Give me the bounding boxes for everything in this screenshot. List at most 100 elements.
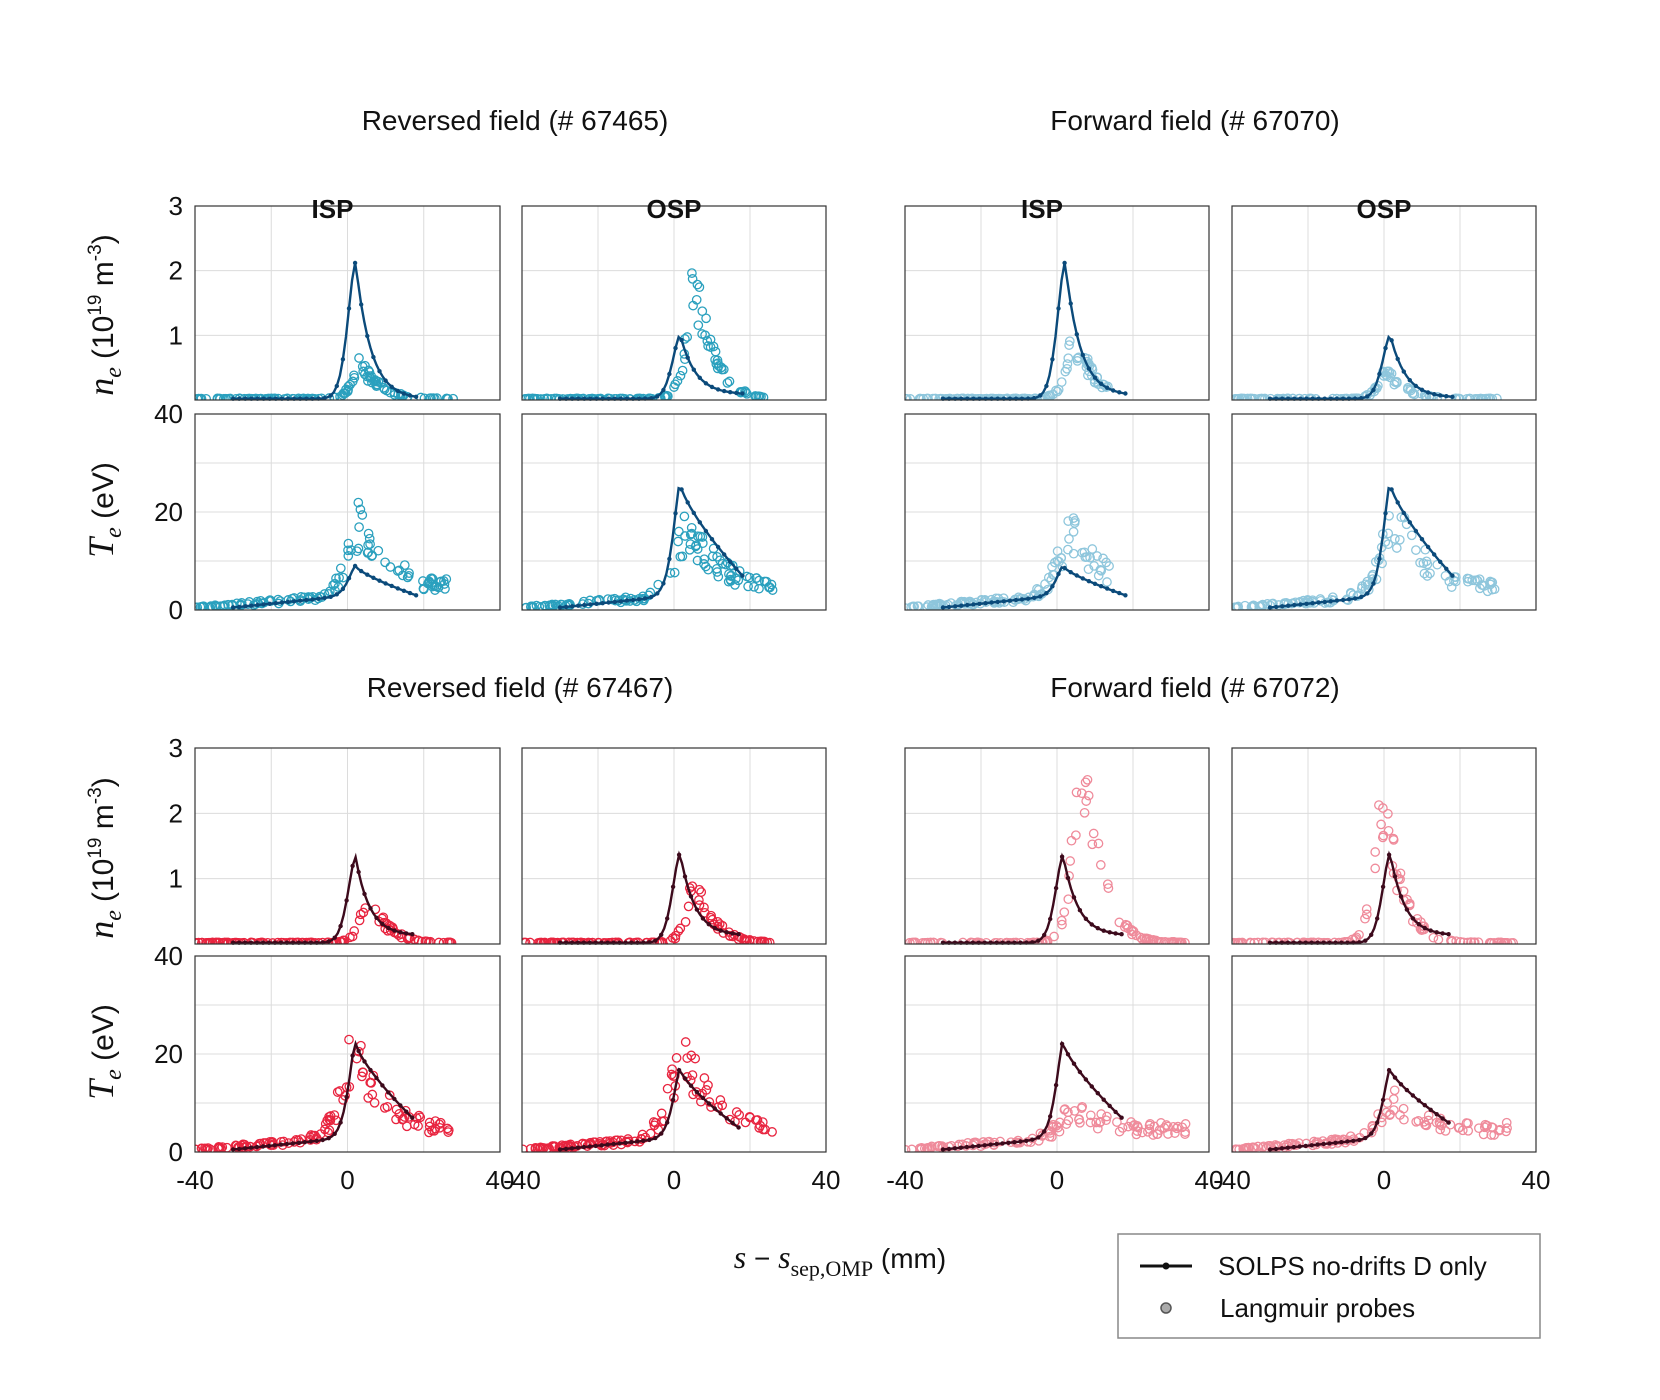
solps-model-point: [322, 595, 327, 601]
solps-model-point: [715, 544, 721, 550]
probe-point: [376, 378, 386, 388]
solps-model-point: [1048, 916, 1053, 922]
probe-point: [685, 539, 696, 549]
probe-point: [196, 393, 207, 400]
probe-point: [385, 562, 396, 572]
probe-point: [1068, 526, 1079, 537]
probe-point: [440, 584, 450, 594]
solps-model-point: [298, 598, 303, 603]
probe-point: [1453, 1123, 1464, 1133]
x-tick-label: -40: [503, 1165, 541, 1195]
solps-model-line: [233, 852, 413, 944]
ylabel-ne-base-2: 10: [87, 859, 120, 892]
solps-model-point: [1334, 598, 1340, 603]
solps-model-point: [724, 930, 729, 935]
probe-point: [203, 1143, 213, 1152]
solps-model-point: [1095, 1091, 1101, 1096]
solps-model-point: [392, 928, 397, 933]
probe-point: [1389, 379, 1400, 390]
solps-model-point: [946, 1146, 952, 1152]
probe-point: [1233, 601, 1244, 610]
solps-model-point: [1105, 385, 1110, 390]
solps-model-point: [1371, 581, 1376, 586]
solps-model-point: [1328, 599, 1334, 604]
solps-model-point: [1398, 894, 1404, 899]
probe-point: [694, 884, 705, 895]
probe-point: [434, 937, 444, 944]
solps-model-point: [659, 932, 664, 937]
solps-model-point: [557, 605, 563, 610]
solps-model-point: [709, 537, 715, 542]
ylabel-te-top: Te (eV): [81, 462, 127, 558]
solps-model-point: [1071, 1061, 1077, 1066]
probe-point: [908, 601, 918, 610]
solps-model-point: [706, 922, 711, 927]
solps-model-point: [1386, 1068, 1392, 1073]
probe-point: [363, 365, 374, 376]
solps-model-point: [1042, 932, 1047, 938]
probe-point: [330, 578, 340, 589]
panel-3-isp-ne: ISP: [904, 194, 1210, 401]
solps-model-point: [635, 1139, 640, 1144]
solps-model-point: [266, 1143, 272, 1149]
probe-point: [677, 365, 688, 376]
solps-model-point: [1286, 603, 1291, 608]
solps-model-point: [407, 590, 413, 596]
panel-frame: [194, 205, 501, 401]
probe-point: [306, 1130, 316, 1140]
probe-point: [1472, 575, 1483, 586]
solps-model-point: [594, 601, 599, 606]
probe-point: [532, 394, 543, 400]
panel-frame: [904, 413, 1210, 611]
solps-model-point: [1044, 591, 1049, 596]
probe-point: [346, 545, 356, 555]
solps-model-point: [392, 1096, 397, 1102]
probe-point: [343, 538, 354, 549]
probe-point: [1481, 1121, 1492, 1131]
probe-point: [663, 391, 673, 400]
probe-point: [336, 937, 347, 944]
probe-point: [1392, 377, 1402, 388]
panel-frame: [521, 413, 827, 611]
svg-text:Te (eV): Te (eV): [81, 1004, 127, 1100]
solps-model-point: [328, 594, 333, 599]
probe-point: [680, 531, 690, 541]
legend-solps-marker: [1162, 1262, 1170, 1270]
legend-probes-label: Langmuir probes: [1220, 1293, 1415, 1323]
solps-model-point: [694, 1089, 700, 1095]
probe-point: [442, 1123, 453, 1134]
probe-point: [1063, 544, 1073, 555]
solps-model-point: [1105, 586, 1110, 591]
probe-point: [1161, 1120, 1172, 1130]
solps-model-point: [1059, 854, 1065, 859]
probe-point: [1088, 828, 1099, 839]
probe-point: [1374, 800, 1384, 810]
solps-model-point: [563, 604, 569, 610]
probe-point: [534, 1143, 545, 1152]
probe-point: [712, 567, 723, 577]
probe-point: [366, 1078, 377, 1088]
probe-point: [1093, 570, 1104, 581]
probe-point: [1232, 937, 1239, 944]
solps-model-point: [338, 923, 343, 929]
solps-model-point: [1111, 388, 1116, 393]
probe-series: [1232, 800, 1518, 944]
solps-model-point: [389, 583, 394, 589]
solps-model-point: [386, 1090, 391, 1095]
solps-model-point: [356, 1048, 361, 1054]
probe-point: [424, 1117, 435, 1128]
ylabel-ne-bottom: ne(1019 m-3): [81, 777, 127, 938]
ylabel-ne-exp-2: 19: [85, 838, 106, 859]
probe-point: [1489, 938, 1499, 944]
probe-point: [1083, 790, 1094, 801]
probe-point: [1075, 1117, 1085, 1128]
probe-series: [1232, 510, 1500, 610]
probe-point: [758, 1124, 768, 1135]
solps-model-point: [964, 1144, 969, 1150]
ylabel-ne-unit-2: m: [87, 804, 120, 837]
probe-point: [1096, 565, 1107, 576]
solps-model-point: [670, 1097, 676, 1103]
solps-model-point: [688, 894, 694, 899]
probe-point: [1095, 1116, 1106, 1127]
